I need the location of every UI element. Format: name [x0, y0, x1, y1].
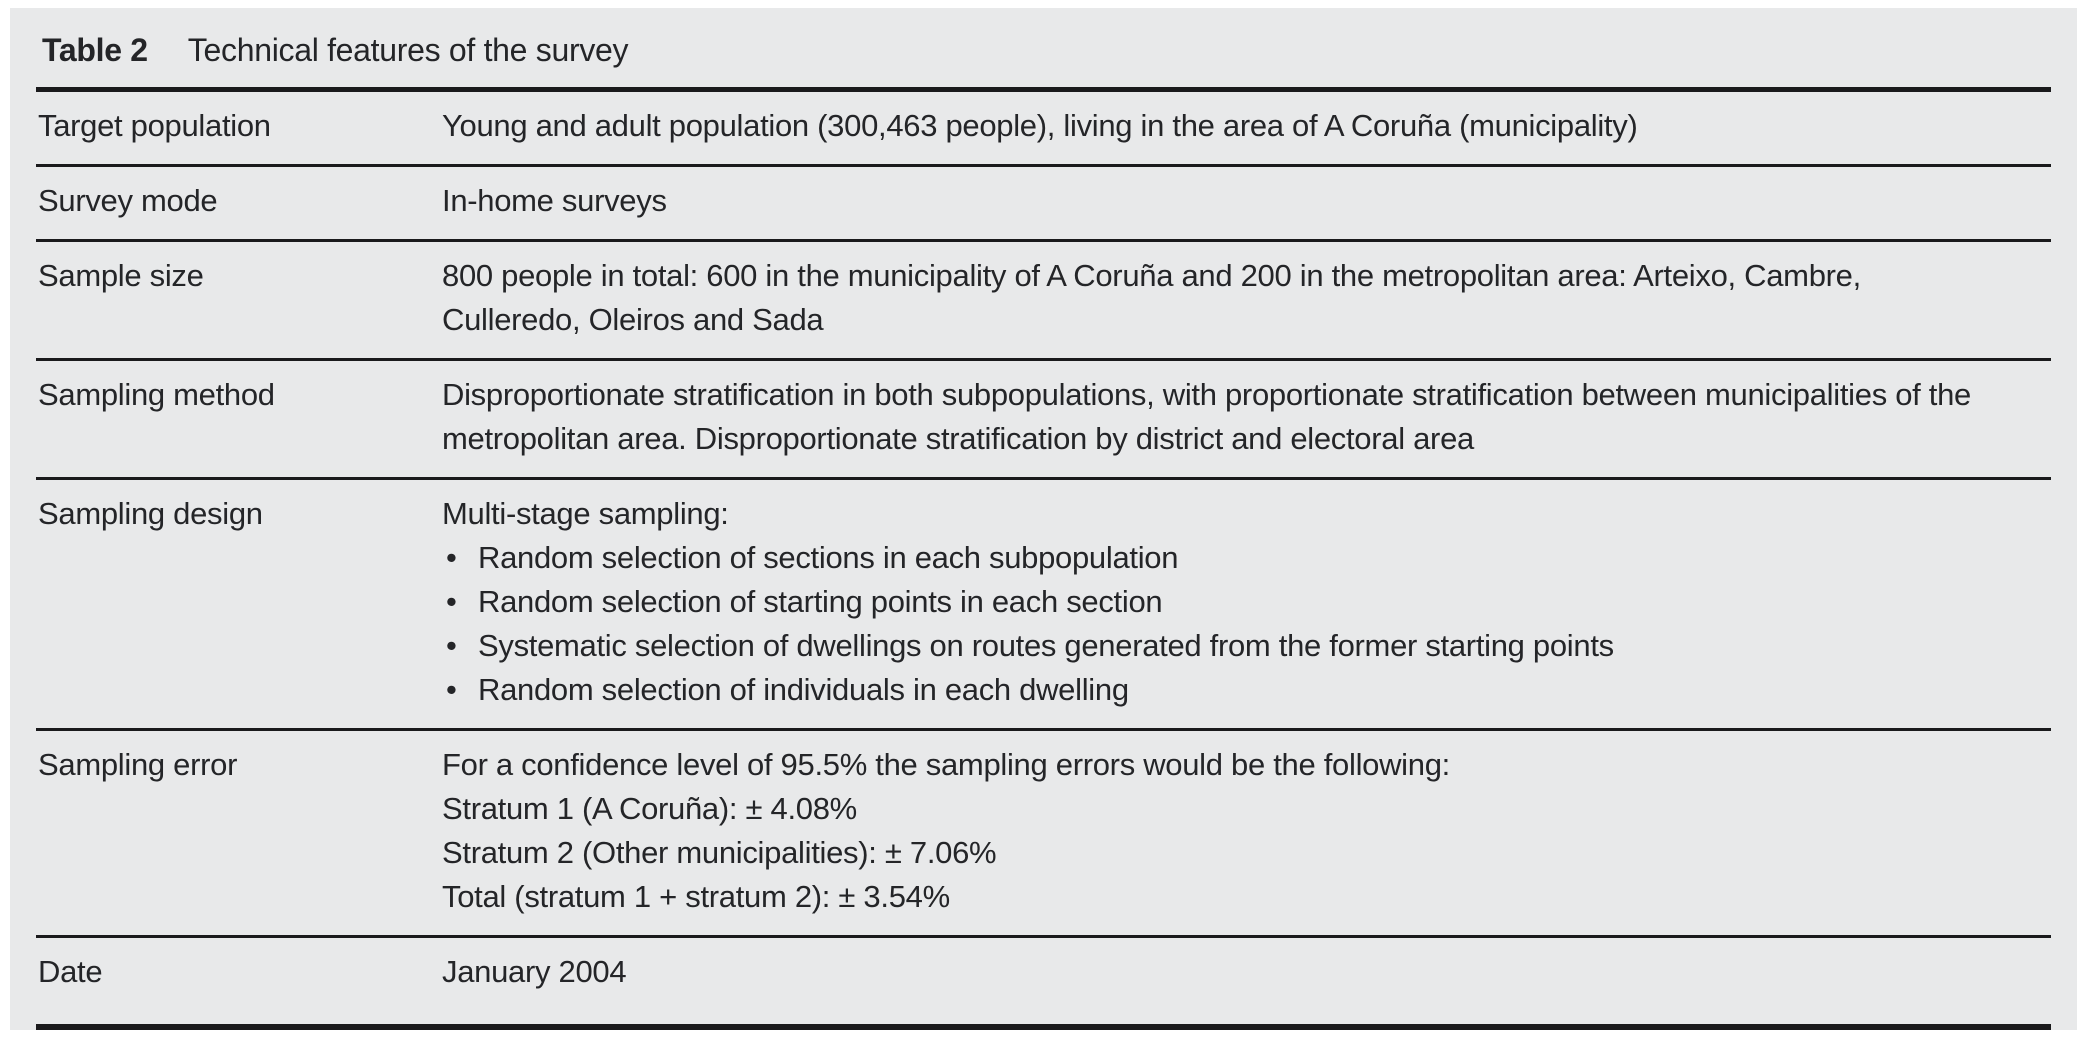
bullet-icon: •: [446, 584, 457, 619]
list-item: • Random selection of starting points in …: [442, 580, 2002, 624]
value-text: For a confidence level of 95.5% the samp…: [442, 747, 1450, 782]
value-text: Stratum 2 (Other municipalities): ± 7.06…: [442, 835, 997, 870]
table-number: Table 2: [42, 32, 148, 68]
row-label: Sample size: [38, 258, 204, 293]
row-value: 800 people in total: 600 in the municipa…: [442, 254, 2051, 342]
list-item: • Systematic selection of dwellings on ro…: [442, 624, 2002, 668]
survey-features-table: Target population Young and adult popula…: [36, 87, 2051, 1030]
table-row-sampling-method: Sampling method Disproportionate stratif…: [36, 358, 2051, 477]
table-row-target-population: Target population Young and adult popula…: [36, 92, 2051, 164]
bullet-icon: •: [446, 540, 457, 575]
list-item: • Random selection of individuals in each…: [442, 668, 2002, 712]
row-value: Multi-stage sampling: • Random selection …: [442, 492, 2051, 712]
table-card: Table 2 Technical features of the survey …: [10, 8, 2077, 1030]
value-text: Young and adult population (300,463 peop…: [442, 108, 1638, 143]
table-row-survey-mode: Survey mode In-home surveys: [36, 164, 2051, 239]
value-text: Disproportionate stratification in both …: [442, 377, 1971, 456]
table-title: Technical features of the survey: [187, 32, 629, 68]
bullet-icon: •: [446, 672, 457, 707]
row-label: Sampling method: [38, 377, 275, 412]
row-label: Sampling design: [38, 496, 263, 531]
value-text: In-home surveys: [442, 183, 667, 218]
value-text: Multi-stage sampling:: [442, 496, 729, 531]
table-row-sampling-error: Sampling error For a confidence level of…: [36, 728, 2051, 935]
row-label: Sampling error: [38, 747, 238, 782]
sampling-design-bullet-list: • Random selection of sections in each su…: [442, 536, 2002, 712]
value-text: 800 people in total: 600 in the municipa…: [442, 258, 1861, 337]
list-item-text: Random selection of individuals in each …: [478, 672, 1129, 707]
row-label: Survey mode: [38, 183, 218, 218]
row-label: Target population: [38, 108, 271, 143]
row-value: In-home surveys: [442, 179, 2051, 223]
value-text: January 2004: [442, 954, 627, 989]
list-item-text: Random selection of starting points in e…: [478, 584, 1163, 619]
table-caption: Table 2 Technical features of the survey: [36, 8, 2051, 87]
list-item-text: Random selection of sections in each sub…: [478, 540, 1179, 575]
value-text: Stratum 1 (A Coruña): ± 4.08%: [442, 791, 857, 826]
bullet-icon: •: [446, 628, 457, 663]
row-value: For a confidence level of 95.5% the samp…: [442, 743, 2051, 919]
table-row-date: Date January 2004: [36, 935, 2051, 1024]
row-label: Date: [38, 954, 103, 989]
value-text: Total (stratum 1 + stratum 2): ± 3.54%: [442, 879, 950, 914]
list-item: • Random selection of sections in each su…: [442, 536, 2002, 580]
row-value: Disproportionate stratification in both …: [442, 373, 2051, 461]
table-row-sampling-design: Sampling design Multi-stage sampling: • R…: [36, 477, 2051, 728]
table-row-sample-size: Sample size 800 people in total: 600 in …: [36, 239, 2051, 358]
list-item-text: Systematic selection of dwellings on rou…: [478, 628, 1614, 663]
row-value: January 2004: [442, 950, 2051, 1008]
row-value: Young and adult population (300,463 peop…: [442, 104, 2051, 148]
